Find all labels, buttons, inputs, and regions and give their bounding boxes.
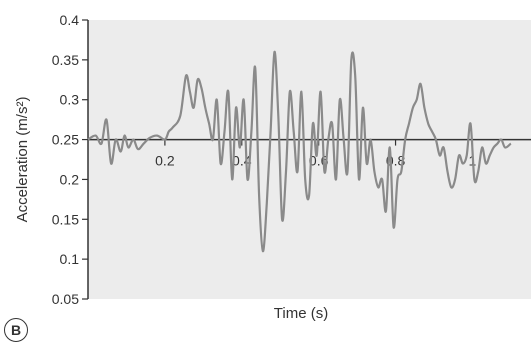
y-tick-label: 0.1 [60, 251, 80, 267]
y-tick-label: 0.35 [52, 52, 79, 68]
acceleration-series-line [87, 50, 512, 253]
y-tick-label: 0.05 [52, 291, 79, 307]
y-axis-title: Acceleration (m/s²) [14, 97, 31, 223]
y-tick-label: 0.3 [60, 92, 80, 108]
y-tick-label: 0.4 [60, 12, 80, 28]
x-axis-title: Time (s) [274, 305, 328, 322]
y-tick-label: 0.25 [52, 132, 79, 148]
x-tick-label: 0.2 [155, 153, 175, 169]
y-tick-label: 0.2 [60, 171, 80, 187]
y-tick-label: 0.15 [52, 211, 79, 227]
panel-label-badge: B [4, 318, 28, 342]
y-axis-ticks: 0.05 0.1 0.15 0.2 0.25 0.3 0.35 0.4 [52, 12, 88, 307]
